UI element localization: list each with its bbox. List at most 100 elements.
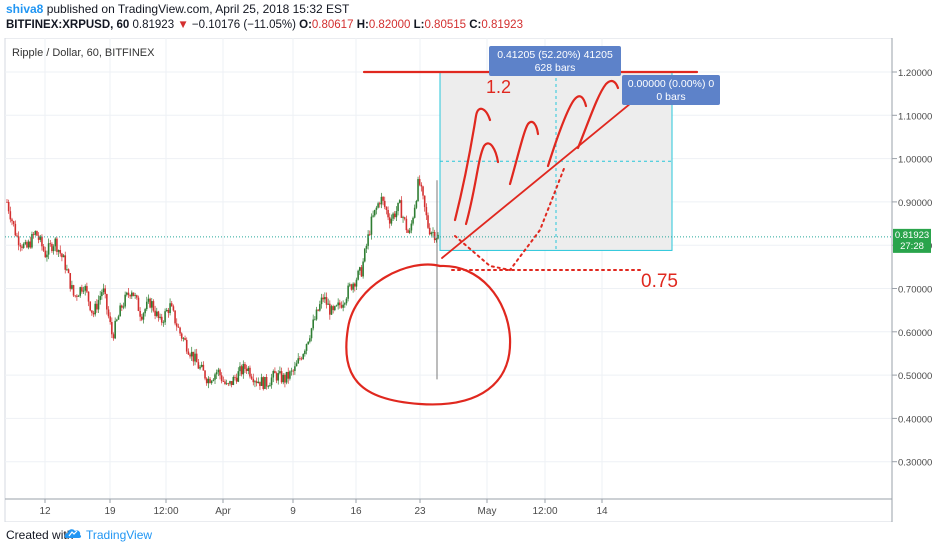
candle-body [230, 381, 233, 385]
price-chart[interactable]: 1.200001.100001.000000.900000.800000.700… [0, 38, 932, 522]
candle-body [102, 288, 105, 293]
candle-body [294, 366, 296, 371]
candle-body [274, 371, 276, 374]
candle-body [164, 311, 166, 323]
candle-body [345, 298, 348, 304]
candle-body [36, 231, 38, 236]
y-tick-label: 1.00000 [898, 155, 932, 166]
candle-body [64, 255, 67, 270]
price-tag-label[interactable]: 0.00000 (0.00%) 0 0 bars [622, 75, 720, 105]
candle-body [297, 358, 300, 364]
chart-header: shiva8 published on TradingView.com, Apr… [0, 0, 932, 38]
candle-body [167, 309, 170, 314]
candle-body [127, 292, 130, 296]
candle-body [340, 305, 343, 308]
candle-body [353, 283, 356, 287]
candle-body [122, 306, 125, 308]
x-tick-label: 16 [350, 506, 362, 517]
candle-body [72, 285, 75, 296]
candle-body [352, 283, 354, 290]
candle-body [310, 328, 313, 339]
candle-body [174, 310, 176, 324]
candle-body [420, 184, 423, 187]
candle-body [159, 316, 161, 318]
candle-body [14, 223, 17, 236]
candle-body [139, 310, 141, 317]
candle-body [87, 291, 90, 302]
candle-body [214, 374, 216, 380]
candle-body [67, 269, 70, 274]
candle-body [94, 303, 96, 315]
x-tick-label: 12:00 [153, 506, 178, 517]
candle-body [180, 333, 183, 339]
time-axis[interactable]: 12 19 12:00 Apr 9 16 23 May 12:00 14 [39, 499, 608, 517]
candle-body [428, 227, 431, 235]
candle-body [112, 334, 115, 339]
candle-body [150, 301, 153, 308]
candle-body [350, 284, 353, 290]
candle-body [292, 370, 295, 372]
current-price-value: 0.81923 [895, 230, 929, 241]
tradingview-brand[interactable]: TradingView [86, 528, 153, 542]
candle-body [52, 246, 55, 252]
candle-body [200, 364, 203, 367]
candle-body [7, 202, 10, 212]
candle-body [170, 303, 173, 307]
candle-body [382, 196, 384, 201]
candle-body [165, 309, 168, 312]
y-tick-label: 0.50000 [898, 371, 932, 382]
candle-body [249, 367, 251, 377]
x-tick-label: Apr [215, 506, 231, 517]
open-value: 0.80617 [311, 19, 354, 31]
created-with-label: Created with [6, 528, 74, 542]
candle-body [262, 377, 265, 389]
candle-body [225, 383, 228, 385]
candle-body [403, 217, 406, 219]
candle-body [433, 232, 436, 241]
candle-body [145, 301, 148, 310]
candle-body [74, 295, 77, 297]
price-tag-bg [622, 75, 720, 105]
arrow-stroke-5 [576, 79, 620, 150]
high-value: 0.82000 [368, 19, 411, 31]
candle-body [400, 200, 403, 218]
candle-body [417, 179, 419, 201]
candle-body [279, 371, 281, 374]
candle-body [363, 248, 366, 262]
candle-body [140, 316, 143, 320]
candle-body [119, 305, 121, 317]
price-change: −0.10176 (−11.05%) [191, 19, 296, 31]
candle-body [260, 377, 263, 386]
candle-body [192, 351, 195, 362]
tradingview-logo-icon[interactable] [64, 526, 82, 543]
candle-body [395, 211, 398, 218]
open-label: O: [299, 19, 312, 31]
candle-body [184, 338, 186, 340]
price-axis[interactable]: 1.200001.100001.000000.900000.800000.700… [892, 68, 932, 469]
low-label: L: [413, 19, 425, 31]
candle-body [89, 301, 92, 311]
range-label[interactable]: 0.41205 (52.20%) 41205 628 bars [489, 46, 621, 76]
author-name[interactable]: shiva8 [6, 2, 44, 16]
dotted-path [454, 165, 566, 272]
candle-body [71, 285, 73, 289]
candle-body [199, 366, 201, 369]
arrow-stroke-4 [546, 95, 588, 168]
candle-body [41, 236, 43, 247]
candle-body [375, 207, 378, 210]
candle-body [154, 310, 156, 316]
candle-body [99, 296, 101, 301]
candle-body [275, 373, 278, 381]
candle-body [160, 316, 163, 323]
candle-body [355, 279, 358, 287]
candle-body [320, 297, 323, 305]
candle-body [109, 316, 111, 323]
candle-body [344, 303, 346, 305]
candle-body [324, 297, 326, 300]
candle-body [315, 309, 318, 320]
candle-body [390, 218, 393, 224]
last-price: 0.81923 [132, 19, 175, 31]
candle-body [235, 377, 238, 382]
candle-body [77, 295, 80, 297]
candle-body [69, 273, 72, 289]
